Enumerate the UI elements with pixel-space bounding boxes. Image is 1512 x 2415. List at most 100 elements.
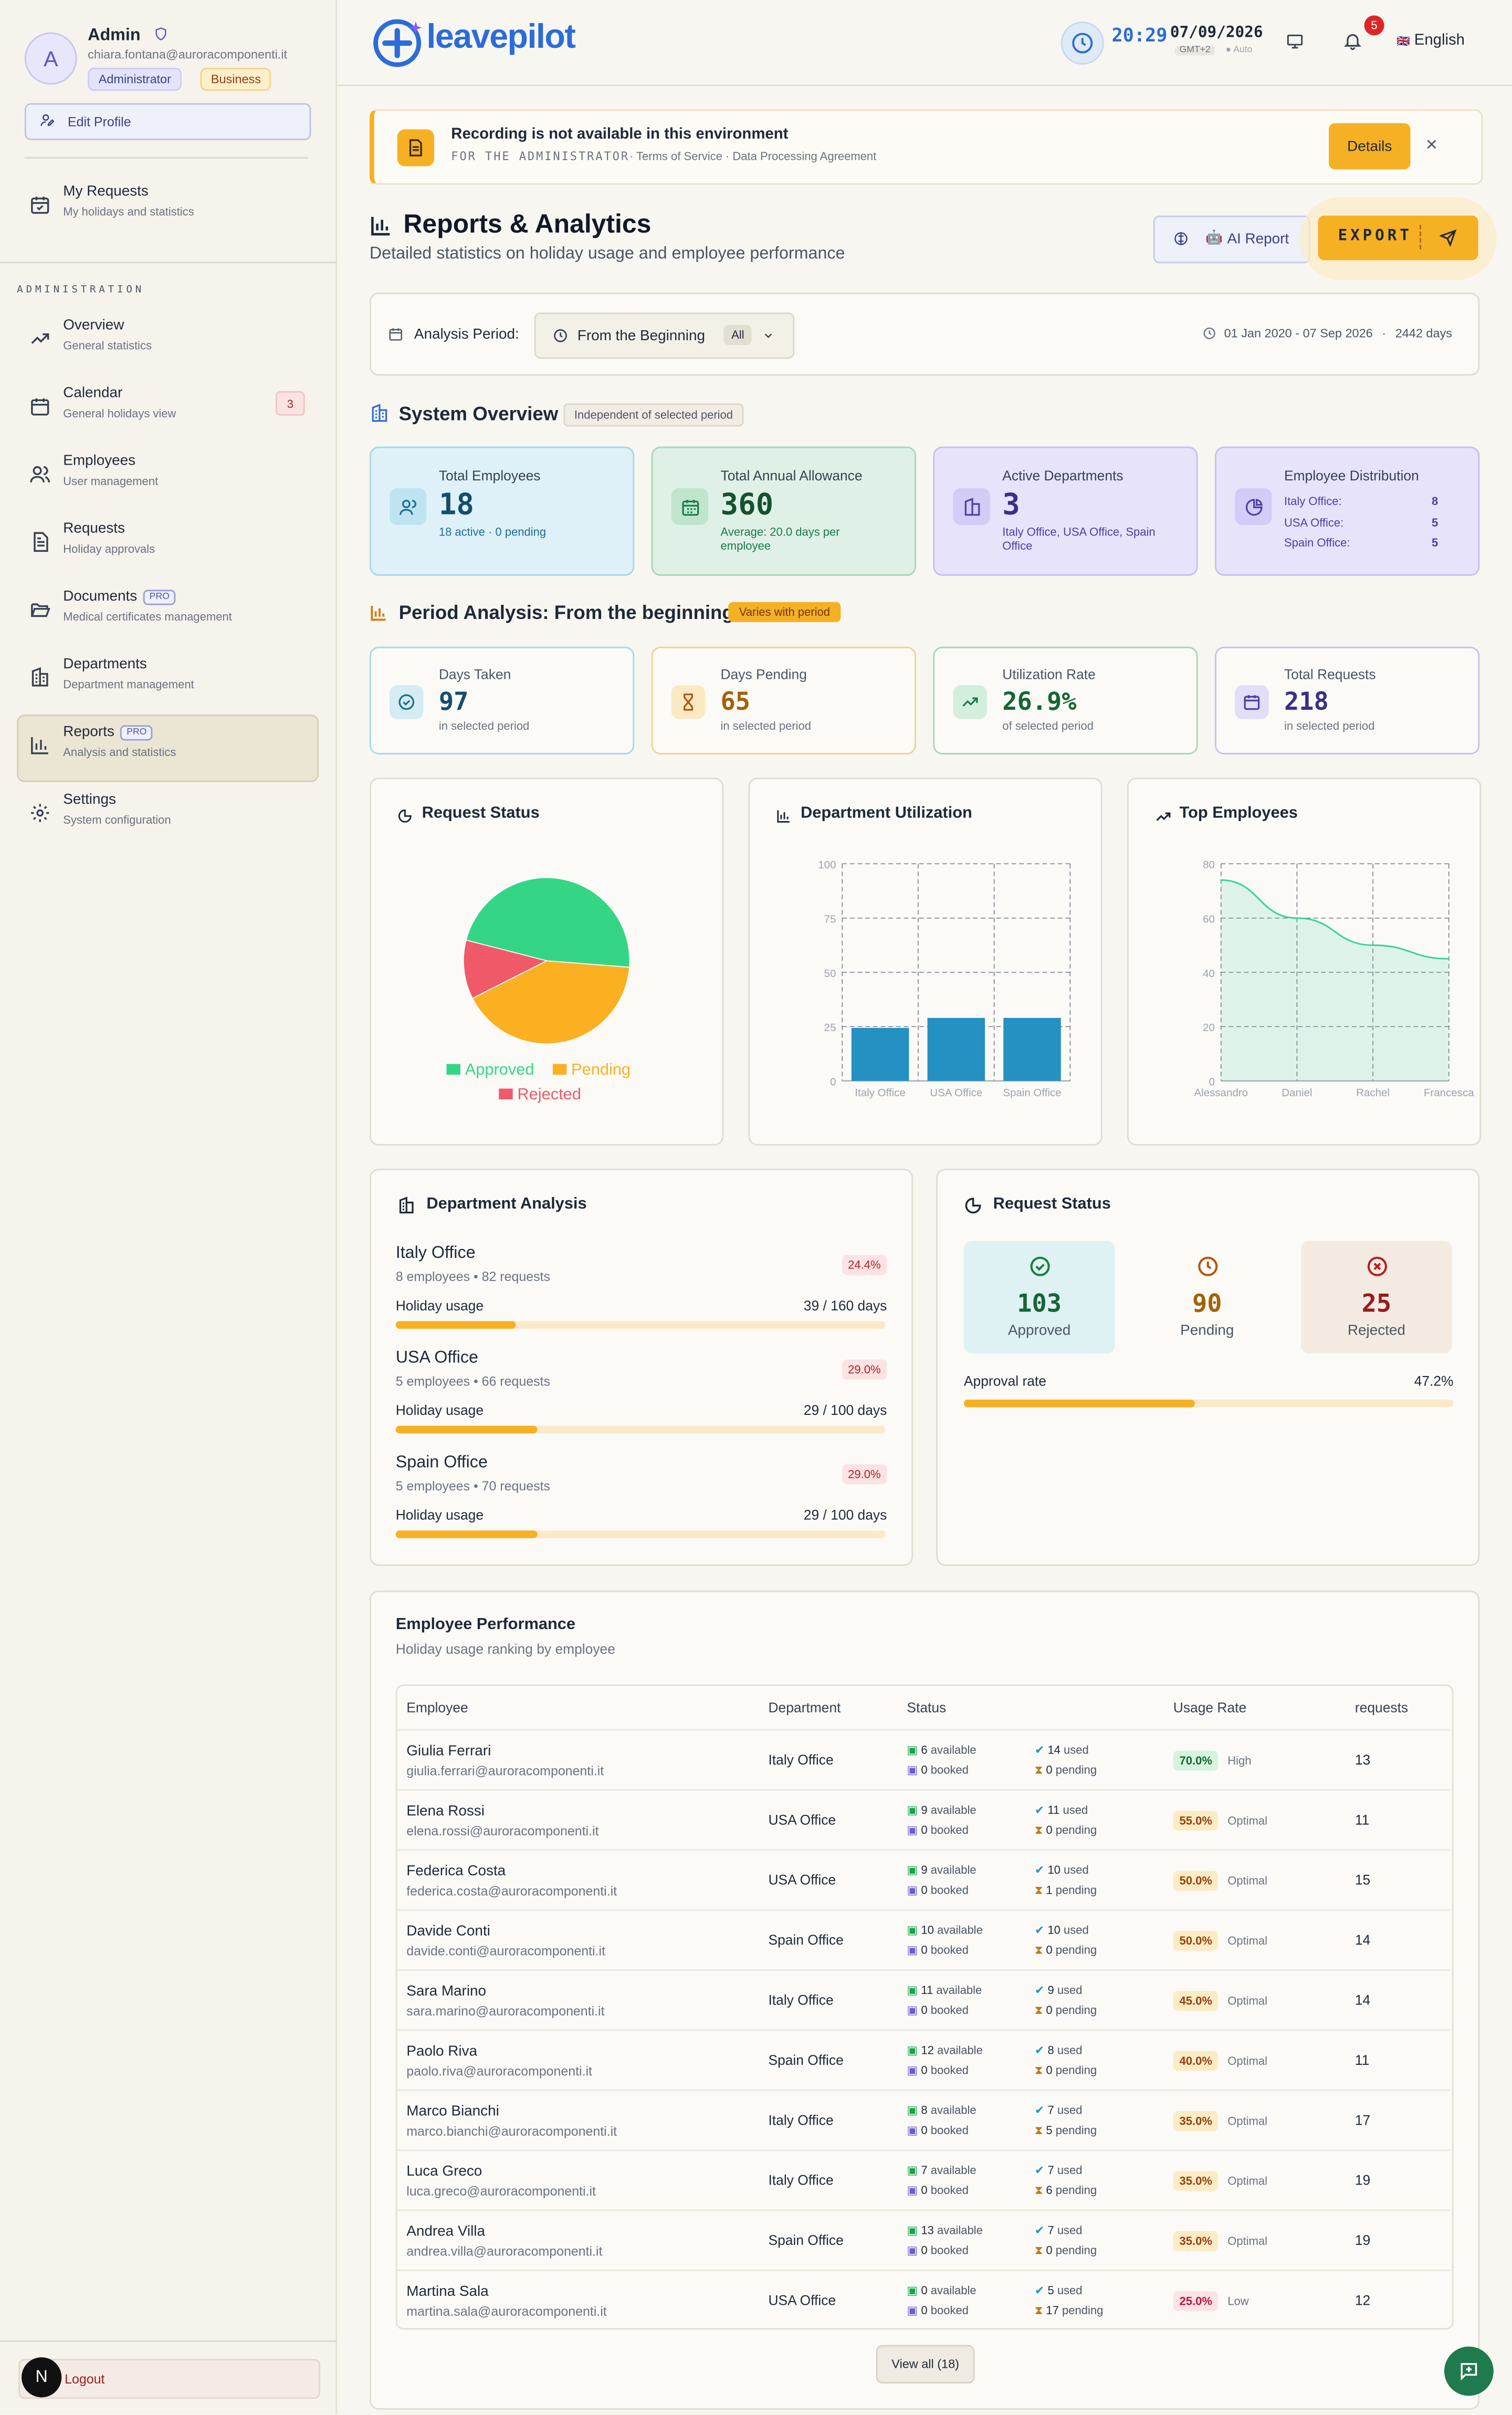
stat-value: 218 (1284, 687, 1329, 716)
notification-count: 5 (1364, 15, 1384, 36)
sidebar-item-departments[interactable]: Departments Department management (18, 648, 317, 713)
flag-icon: 🇬🇧 (1396, 37, 1410, 48)
table-row[interactable]: Federica Costa federica.costa@auroracompo… (397, 1849, 1451, 1910)
sidebar-item-settings[interactable]: Settings System configuration (18, 784, 317, 848)
view-all-button[interactable]: View all (18) (876, 2345, 975, 2384)
avatar[interactable]: A (24, 32, 77, 85)
close-icon[interactable]: × (1425, 132, 1438, 156)
col-department[interactable]: Department (768, 1699, 841, 1716)
usage-rate-badge: 55.0% (1173, 1810, 1219, 1830)
details-button[interactable]: Details (1329, 123, 1411, 170)
series-line (1221, 879, 1449, 960)
hourglass-icon: ⧗ (1034, 2003, 1043, 2017)
logout-button[interactable]: N Logout (18, 2357, 321, 2399)
check-circle-icon: ✔ (1034, 1923, 1045, 1937)
x-tick-label: Daniel (1282, 1087, 1312, 1099)
table-row[interactable]: Luca Greco luca.greco@auroracomponenti.it… (397, 2149, 1451, 2211)
booked-stat: ▣ 0 booked (907, 2303, 969, 2317)
pending-stat: ⧗ 0 pending (1034, 1763, 1097, 1777)
employee-email: andrea.villa@auroracomponenti.it (406, 2242, 603, 2258)
sidebar-item-subtitle: General statistics (63, 339, 152, 353)
table-row[interactable]: Sara Marino sara.marino@auroracomponenti.… (397, 1969, 1451, 2030)
approval-rate-bar (963, 1399, 1454, 1408)
pie-chart-icon (1235, 488, 1272, 526)
profile-name: Admin (88, 26, 168, 45)
table-row[interactable]: Giulia Ferrari giulia.ferrari@auroracompo… (397, 1729, 1451, 1790)
sidebar-item-title: Overview (63, 317, 124, 334)
monitor-icon[interactable] (1286, 33, 1304, 51)
table-row[interactable]: Andrea Villa andrea.villa@auroracomponent… (397, 2209, 1451, 2271)
sidebar-item-my-requests[interactable]: My Requests My holidays and statistics (18, 175, 317, 240)
sidebar-item-title: Calendar (63, 385, 123, 402)
x-tick-label: Rachel (1356, 1087, 1390, 1099)
col-usage-rate[interactable]: Usage Rate (1173, 1699, 1247, 1716)
table-row[interactable]: Paolo Riva paolo.riva@auroracomponenti.it… (397, 2029, 1451, 2091)
logo-text[interactable]: leavepilot (426, 17, 575, 56)
sidebar-item-calendar[interactable]: Calendar General holidays view 3 (18, 377, 317, 442)
department-analysis-card: Department Analysis Italy Office 8 emplo… (369, 1168, 914, 1566)
employee-email: martina.sala@auroracomponenti.it (406, 2303, 607, 2318)
terms-links[interactable]: · Terms of Service · Data Processing Agr… (629, 149, 877, 163)
approved-count: 103 (1017, 1288, 1062, 1318)
sidebar-item-employees[interactable]: Employees User management (18, 445, 317, 510)
sidebar-item-title: Settings (63, 791, 116, 808)
y-tick-label: 100 (818, 859, 836, 871)
y-tick-label: 60 (1203, 913, 1215, 925)
usage-rate-badge: 50.0% (1173, 1870, 1219, 1891)
table-row[interactable]: Davide Conti davide.conti@auroracomponent… (397, 1909, 1451, 1970)
edit-profile-button[interactable]: Edit Profile (24, 103, 311, 140)
usage-rate-badge: 25.0% (1173, 2290, 1219, 2311)
calendar-check-icon: ▣ (907, 1803, 918, 1817)
used-stat: ✔ 11 used (1034, 1803, 1088, 1817)
chat-button[interactable] (1444, 2346, 1494, 2396)
sidebar-item-title: Requests (63, 520, 125, 538)
divider (0, 2340, 336, 2342)
section-label-administration: ADMINISTRATION (17, 283, 145, 296)
approval-rate-label: Approval rate (963, 1373, 1046, 1389)
pending-tile: 90 Pending (1132, 1241, 1283, 1353)
calendar-check-icon: ▣ (907, 2223, 918, 2238)
employee-department: USA Office (768, 2269, 907, 2330)
pie-slice-pending (471, 960, 630, 1045)
employee-department: Spain Office (768, 1909, 907, 1970)
sidebar-item-overview[interactable]: Overview General statistics (18, 309, 317, 374)
legend-label-rejected: Rejected (517, 1085, 581, 1103)
request-count: 11 (1354, 1789, 1451, 1850)
table-row[interactable]: Elena Rossi elena.rossi@auroracomponenti.… (397, 1789, 1451, 1850)
stat-utilization-rate: Utilization Rate 26.9% of selected perio… (933, 646, 1198, 755)
language-selector[interactable]: 🇬🇧 English (1396, 33, 1465, 49)
available-stat: ▣ 7 available (907, 2163, 976, 2177)
sidebar-item-requests[interactable]: Requests Holiday approvals (18, 513, 317, 578)
col-status[interactable]: Status (907, 1699, 947, 1716)
table-row[interactable]: Marco Bianchi marco.bianchi@auroracompone… (397, 2089, 1451, 2150)
area-fill (1221, 880, 1449, 1081)
employee-department: Italy Office (768, 2089, 907, 2150)
approval-rate-value: 47.2% (1414, 1373, 1454, 1389)
hourglass-icon: ⧗ (1034, 2183, 1043, 2198)
edit-profile-label: Edit Profile (68, 114, 131, 130)
used-stat: ✔ 7 used (1034, 2163, 1083, 2177)
user-avatar[interactable]: N (22, 2357, 62, 2398)
bell-icon[interactable] (1342, 31, 1362, 51)
available-stat: ▣ 8 available (907, 2103, 976, 2117)
usage-level: Optimal (1227, 1873, 1268, 1887)
check-circle-icon: ✔ (1034, 1803, 1045, 1817)
chevron-down-icon (764, 333, 772, 339)
stat-value: 26.9% (1002, 687, 1077, 716)
usage-level: Optimal (1227, 2173, 1268, 2188)
legend-swatch (499, 1088, 513, 1100)
employee-name: Sara Marino (406, 1982, 487, 2000)
performance-table: Employee Department Status Usage Rate re… (397, 1686, 1451, 2330)
x-tick-label: Italy Office (855, 1087, 906, 1099)
period-select[interactable]: From the Beginning All (534, 312, 795, 359)
sidebar-item-reports[interactable]: Reports PRO Analysis and statistics (17, 714, 319, 782)
clock-widget[interactable] (1060, 22, 1104, 65)
export-button[interactable]: EXPORT (1318, 215, 1478, 260)
performance-title: Employee Performance (395, 1615, 576, 1634)
sidebar-item-documents[interactable]: Documents PRO Medical certificates manage… (18, 581, 317, 645)
col-requests[interactable]: requests (1354, 1699, 1409, 1716)
table-row[interactable]: Martina Sala martina.sala@auroracomponent… (397, 2269, 1451, 2330)
booked-stat: ▣ 0 booked (907, 2243, 969, 2258)
ai-report-button[interactable]: 🤖 AI Report (1153, 215, 1310, 264)
col-employee[interactable]: Employee (406, 1699, 468, 1716)
